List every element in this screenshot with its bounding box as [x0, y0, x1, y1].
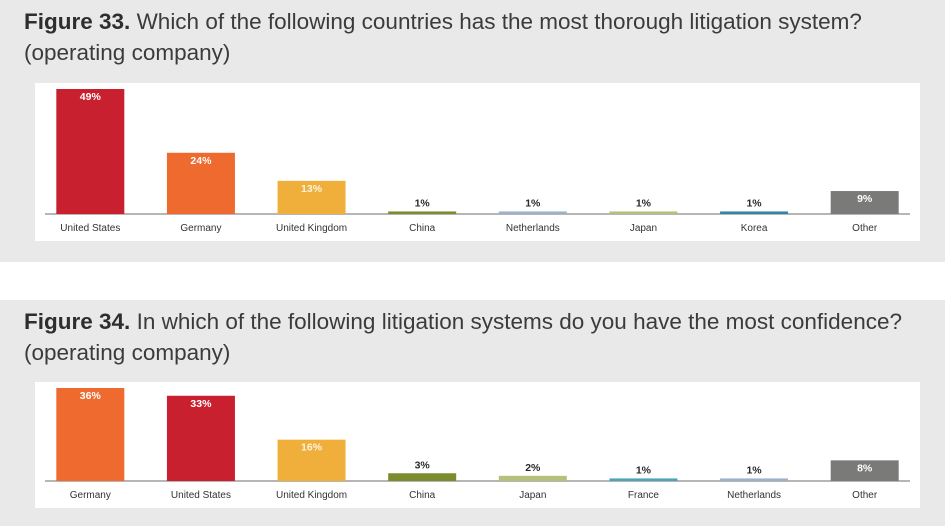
fig34-bar-united-states	[166, 395, 235, 481]
fig34-bar-france	[609, 478, 678, 481]
fig34-bar-other	[830, 460, 899, 481]
fig34-value-label-japan: 2%	[525, 462, 541, 474]
fig33-category-label-united-kingdom: United Kingdom	[276, 223, 347, 234]
figure-34-subtitle: (operating company)	[24, 340, 231, 365]
fig33-bar-other	[830, 191, 899, 214]
fig33-bar-japan	[609, 211, 678, 214]
fig34-bar-united-kingdom	[277, 439, 346, 481]
fig34-category-label-japan: Japan	[519, 490, 546, 501]
figure-33-panel: Figure 33. Which of the following countr…	[12, 0, 930, 262]
fig34-value-label-united-states: 33%	[190, 398, 212, 410]
fig33-value-label-other: 9%	[857, 193, 873, 205]
fig34-bar-netherlands	[720, 478, 789, 481]
fig34-category-label-other: Other	[852, 490, 878, 501]
fig33-value-label-china: 1%	[415, 197, 431, 209]
fig33-value-label-united-states: 49%	[80, 91, 102, 103]
fig33-value-label-korea: 1%	[746, 197, 762, 209]
fig34-category-label-china: China	[409, 490, 436, 501]
figure-34-panel: Figure 34. In which of the following lit…	[12, 300, 930, 522]
figure-33-subtitle: (operating company)	[24, 40, 231, 65]
fig34-value-label-united-kingdom: 16%	[301, 442, 323, 454]
fig33-bar-germany	[166, 152, 235, 214]
fig33-category-label-netherlands: Netherlands	[506, 223, 560, 234]
figure-34-bar-chart: 36% Germany 33% United States 16% United King…	[45, 388, 910, 501]
figure-33-chart: 49% United States 24% Germany 13% United King…	[35, 83, 920, 241]
fig34-bar-germany	[56, 388, 125, 481]
fig33-bar-korea	[720, 211, 789, 214]
fig34-value-label-germany: 36%	[80, 390, 102, 402]
figure-33-title: Figure 33. Which of the following countr…	[12, 0, 930, 68]
fig33-category-label-japan: Japan	[630, 223, 657, 234]
figure-34-question: In which of the following litigation sys…	[136, 309, 902, 334]
fig33-value-label-united-kingdom: 13%	[301, 183, 323, 195]
figure-33-bar-chart: 49% United States 24% Germany 13% United King…	[45, 89, 910, 234]
fig34-value-label-netherlands: 1%	[746, 464, 762, 476]
fig33-bar-china	[388, 211, 457, 214]
fig34-category-label-france: France	[628, 490, 660, 501]
fig34-category-label-netherlands: Netherlands	[727, 490, 781, 501]
fig33-value-label-japan: 1%	[636, 197, 652, 209]
fig34-category-label-united-kingdom: United Kingdom	[276, 490, 347, 501]
fig33-category-label-united-states: United States	[60, 223, 120, 234]
fig34-bar-japan	[498, 475, 567, 481]
fig34-value-label-china: 3%	[415, 459, 431, 471]
fig33-category-label-china: China	[409, 223, 436, 234]
fig34-category-label-germany: Germany	[70, 490, 111, 501]
figure-33-question: Which of the following countries has the…	[136, 9, 862, 34]
fig33-bar-united-states	[56, 89, 125, 214]
fig33-category-label-germany: Germany	[180, 223, 221, 234]
figure-separator	[0, 262, 945, 300]
fig34-value-label-france: 1%	[636, 464, 652, 476]
fig34-category-label-united-states: United States	[171, 490, 231, 501]
figure-33-number: Figure 33.	[24, 9, 131, 34]
fig33-bar-united-kingdom	[277, 180, 346, 214]
fig33-bar-netherlands	[498, 211, 567, 214]
fig33-value-label-germany: 24%	[190, 155, 212, 167]
figure-34-number: Figure 34.	[24, 309, 131, 334]
fig33-value-label-netherlands: 1%	[525, 197, 541, 209]
figure-34-chart: 36% Germany 33% United States 16% United King…	[35, 382, 920, 508]
fig33-category-label-korea: Korea	[741, 223, 768, 234]
figure-34-title: Figure 34. In which of the following lit…	[12, 300, 930, 368]
fig33-category-label-other: Other	[852, 223, 878, 234]
fig34-bar-china	[388, 473, 457, 481]
fig34-value-label-other: 8%	[857, 462, 873, 474]
